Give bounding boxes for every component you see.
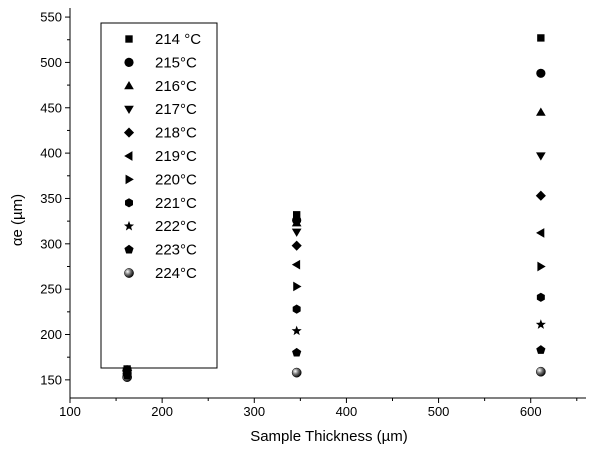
x-tick-label: 200 (151, 404, 173, 419)
legend-label: 222°C (155, 218, 197, 235)
data-point (291, 325, 302, 336)
y-tick-label: 150 (40, 372, 62, 387)
y-tick-label: 350 (40, 191, 62, 206)
data-point (536, 366, 546, 377)
legend-label: 219°C (155, 148, 197, 165)
legend-marker (124, 151, 133, 161)
axes (69, 8, 586, 399)
data-points (122, 34, 546, 382)
y-tick-label: 400 (40, 146, 62, 161)
x-axis-label: Sample Thickness (µm) (250, 428, 408, 445)
data-point (292, 304, 301, 314)
legend-label: 217°C (155, 101, 197, 118)
legend: 214 °C 215°C 216°C 217°C 218°C 219°C 220°C 221°… (100, 22, 218, 369)
data-point (536, 292, 545, 302)
x-tick-label: 600 (520, 404, 542, 419)
x-tick-label: 100 (59, 404, 81, 419)
data-point (536, 68, 546, 78)
legend-marker (124, 57, 134, 67)
legend-marker (123, 220, 135, 231)
x-tick-label: 500 (428, 404, 450, 419)
x-tick-label: 300 (243, 404, 265, 419)
x-tick-label: 400 (336, 404, 358, 419)
legend-label: 220°C (155, 171, 197, 188)
axis-ticks: 100 200 300 400 500 600 150 200 250 300 350 400 450 5… (40, 10, 578, 419)
legend-label: 214 °C (155, 31, 201, 48)
data-point (293, 281, 302, 292)
y-axis-label: αe (µm) (9, 194, 26, 246)
y-tick-label: 200 (40, 327, 62, 342)
y-axis-label-greek: α (9, 237, 26, 246)
y-axis-label-text: e (µm) (9, 194, 26, 238)
legend-marker (124, 244, 134, 254)
data-point (291, 240, 302, 251)
legend-marker (124, 105, 134, 115)
legend-label: 216°C (155, 78, 197, 95)
data-point (537, 34, 545, 42)
data-point (535, 190, 546, 201)
y-tick-label: 450 (40, 100, 62, 115)
data-point (537, 261, 546, 272)
legend-marker (123, 127, 135, 138)
y-tick-label: 550 (40, 10, 62, 25)
legend-marker (125, 35, 133, 43)
legend-label: 223°C (155, 242, 197, 259)
legend-marker (124, 268, 134, 278)
data-point (536, 228, 545, 238)
legend-label: 221°C (155, 195, 197, 212)
data-point (536, 152, 546, 161)
y-tick-label: 500 (40, 55, 62, 70)
data-point (536, 345, 546, 354)
data-point (292, 347, 302, 357)
legend-marker (125, 174, 134, 185)
data-point (291, 228, 302, 237)
data-point (291, 259, 301, 270)
data-point (536, 107, 546, 116)
data-point (292, 211, 301, 219)
legend-marker (124, 80, 134, 90)
legend-box (100, 22, 218, 369)
data-point (123, 365, 131, 373)
legend-label: 215°C (155, 54, 197, 71)
legend-label: 218°C (155, 125, 197, 142)
legend-label: 224°C (155, 265, 197, 282)
y-tick-label: 250 (40, 282, 62, 297)
data-point (535, 319, 546, 329)
y-tick-label: 300 (40, 236, 62, 251)
legend-marker (125, 198, 133, 208)
data-point (291, 367, 302, 378)
